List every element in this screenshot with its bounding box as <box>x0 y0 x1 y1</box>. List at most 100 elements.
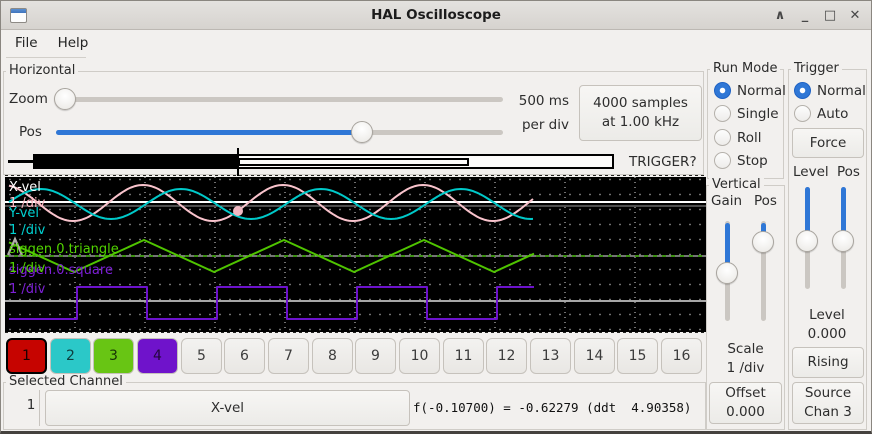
trigger-pos-slider-fill <box>841 187 846 243</box>
channel-button-12[interactable]: 12 <box>486 338 527 374</box>
trace-Y-vel <box>8 188 534 220</box>
scope-label: X-vel <box>9 180 41 195</box>
radio-run-mode-single[interactable]: Single <box>714 105 779 122</box>
vertical-pos-slider-handle[interactable] <box>752 231 774 253</box>
scope-label: 1 /div <box>9 261 46 276</box>
trigger-level-value: 0.000 <box>807 326 847 342</box>
radio-label: Roll <box>737 129 762 146</box>
record-bar-lead <box>8 160 33 163</box>
scope-label: 1 /div <box>9 282 46 297</box>
scope-border-top <box>5 175 706 176</box>
trigger-pos-slider-label: Pos <box>837 164 860 180</box>
trigger-edge-button[interactable]: Rising <box>792 347 864 378</box>
selected-channel-divider <box>39 390 40 426</box>
vertical-pos-slider-track[interactable] <box>761 221 766 321</box>
scope-label: Y-vel <box>8 206 39 221</box>
selected-channel-groupbox <box>3 382 706 430</box>
channel-button-1[interactable]: 1 <box>6 338 47 374</box>
trigger-point-marker <box>233 206 243 216</box>
scope-label: 1 /div <box>9 196 46 211</box>
minimize-button[interactable]: _ <box>801 8 809 23</box>
channel-button-15[interactable]: 15 <box>617 338 658 374</box>
radio-label: Single <box>737 105 779 122</box>
selected-channel-number: 1 <box>26 397 36 413</box>
scale-value: 1 /div <box>726 360 765 376</box>
zoom-slider-track[interactable] <box>56 97 503 102</box>
trace-siggen.0.triangle <box>8 239 535 273</box>
scale-caption: Scale <box>727 341 764 357</box>
record-bar-view-window <box>238 158 469 166</box>
trigger-position-tick <box>237 148 239 176</box>
radio-icon <box>714 82 731 99</box>
trigger-pos-slider-handle[interactable] <box>832 230 854 252</box>
channel-button-6[interactable]: 6 <box>224 338 265 374</box>
offset-value: 0.000 <box>726 404 765 420</box>
trace-siggen.0.square <box>9 286 534 320</box>
radio-run-mode-normal[interactable]: Normal <box>714 82 786 99</box>
shade-button[interactable]: ∧ <box>774 8 786 23</box>
channel-button-11[interactable]: 11 <box>443 338 484 374</box>
window-icon <box>10 8 27 23</box>
trigger-level-slider-handle[interactable] <box>796 230 818 252</box>
channel-button-14[interactable]: 14 <box>574 338 615 374</box>
selected-channel-group-label: Selected Channel <box>6 375 126 389</box>
scope-label: siggen.0.triangle <box>9 242 119 257</box>
samples-line1: 4000 samples <box>593 95 688 112</box>
horizontal-group-label: Horizontal <box>6 64 79 78</box>
timebase-units: per div <box>521 117 569 133</box>
titlebar: HAL Oscilloscope ∧ _ □ ✕ <box>1 1 871 30</box>
menu-item-help[interactable]: Help <box>57 35 89 51</box>
trigger-source-value: Chan 3 <box>804 404 852 420</box>
channel-button-2[interactable]: 2 <box>50 338 91 374</box>
window-title: HAL Oscilloscope <box>371 7 501 23</box>
radio-trigger-auto[interactable]: Auto <box>794 105 848 122</box>
radio-run-mode-roll[interactable]: Roll <box>714 129 762 146</box>
trigger-group-label: Trigger <box>791 62 842 76</box>
channel-button-7[interactable]: 7 <box>268 338 309 374</box>
trigger-edge-label: Rising <box>807 354 849 371</box>
pos-slider-handle[interactable] <box>351 121 373 143</box>
samples-button[interactable]: 4000 samples at 1.00 kHz <box>579 85 702 141</box>
radio-trigger-normal[interactable]: Normal <box>794 82 866 99</box>
run-mode-group-label: Run Mode <box>710 62 781 76</box>
close-button[interactable]: ✕ <box>849 8 861 23</box>
trigger-level-arrow-icon <box>6 236 24 256</box>
radio-label: Auto <box>817 105 849 122</box>
scope-label: 1 /div <box>9 223 46 238</box>
channel-button-10[interactable]: 10 <box>399 338 440 374</box>
trigger-source-button[interactable]: Source Chan 3 <box>792 382 864 424</box>
channel-button-9[interactable]: 9 <box>355 338 396 374</box>
channel-value-readout: f(-0.10700) = -0.62279 (ddt 4.90358) <box>413 400 692 415</box>
maximize-button[interactable]: □ <box>823 8 837 23</box>
timebase-value: 500 ms <box>518 93 569 109</box>
channel-button-16[interactable]: 16 <box>661 338 702 374</box>
window-controls: ∧ _ □ ✕ <box>772 1 863 30</box>
radio-run-mode-stop[interactable]: Stop <box>714 152 768 169</box>
offset-button[interactable]: Offset 0.000 <box>709 382 782 424</box>
channel-button-4[interactable]: 4 <box>137 338 178 374</box>
radio-icon <box>794 82 811 99</box>
channel-button-5[interactable]: 5 <box>181 338 222 374</box>
channel-button-8[interactable]: 8 <box>312 338 353 374</box>
zoom-slider-handle[interactable] <box>54 88 76 110</box>
pos-slider-fill <box>56 130 362 135</box>
channel-name-button[interactable]: X-vel <box>45 390 410 426</box>
trigger-level-slider-label: Level <box>793 164 829 180</box>
radio-label: Normal <box>737 82 786 99</box>
gain-slider-handle[interactable] <box>716 262 738 284</box>
channel-button-13[interactable]: 13 <box>530 338 571 374</box>
force-button[interactable]: Force <box>792 128 864 158</box>
zoom-slider-label: Zoom <box>9 91 48 107</box>
scope-display: X-vel 1 /div Y-vel 1 /div siggen.0.triangle s… <box>5 177 706 332</box>
scope-label: siggen.0.square <box>9 263 113 278</box>
radio-label: Normal <box>817 82 866 99</box>
record-bar-acquired <box>35 156 238 167</box>
menu-item-file[interactable]: File <box>15 35 38 51</box>
offset-caption: Offset <box>725 385 766 402</box>
channel-button-3[interactable]: 3 <box>93 338 134 374</box>
radio-icon <box>714 129 731 146</box>
vertical-pos-slider-label: Pos <box>754 193 777 209</box>
gain-slider-label: Gain <box>711 193 743 209</box>
